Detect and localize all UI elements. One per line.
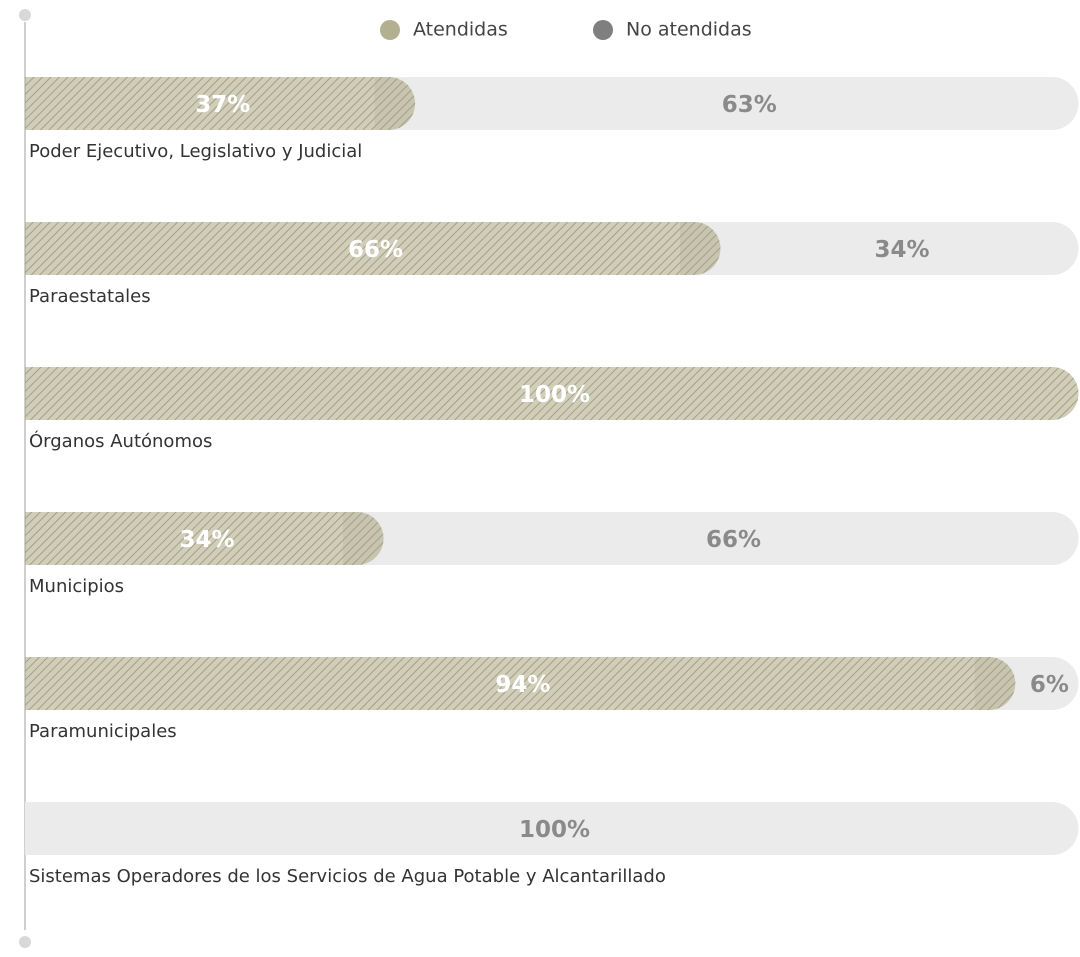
value-label: 66%: [348, 237, 403, 263]
category-label: Poder Ejecutivo, Legislativo y Judicial: [29, 141, 362, 162]
value-label: 6%: [1030, 672, 1069, 698]
legend-marker: [593, 20, 613, 40]
legend-label: Atendidas: [413, 19, 508, 41]
value-label: 66%: [706, 527, 761, 553]
chart: Atendidas No atendidas Poder Ejecutivo, Le…: [0, 0, 1080, 957]
category-label: Paramunicipales: [29, 721, 177, 742]
legend-label: No atendidas: [626, 19, 752, 41]
category-label: Paraestatales: [29, 286, 151, 307]
ornament: [19, 9, 31, 21]
value-label: 100%: [519, 382, 590, 408]
legend-marker: [380, 20, 400, 40]
category-label: Sistemas Operadores de los Servicios de …: [29, 866, 666, 887]
category-label: Municipios: [29, 576, 124, 597]
value-label: 37%: [195, 92, 250, 118]
category-label: Órganos Autónomos: [29, 430, 212, 452]
value-label: 34%: [874, 237, 929, 263]
value-label: 100%: [519, 817, 590, 843]
value-label: 63%: [722, 92, 777, 118]
value-label: 34%: [179, 527, 234, 553]
value-label: 94%: [495, 672, 550, 698]
ornament: [19, 936, 31, 948]
